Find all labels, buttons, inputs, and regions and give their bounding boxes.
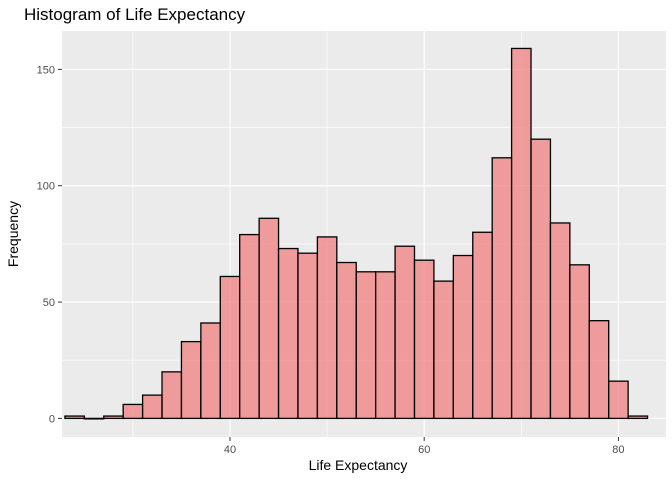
histogram-bar [588, 320, 610, 420]
y-tick-label: 50 [43, 297, 55, 309]
histogram-bar [180, 340, 202, 420]
histogram-bar [161, 371, 183, 420]
histogram-bar [239, 233, 260, 420]
histogram-bar [122, 403, 144, 420]
x-tick-label: 80 [612, 444, 624, 456]
histogram-bar [569, 264, 590, 420]
histogram-bar [530, 138, 552, 420]
y-tick-label: 100 [37, 181, 55, 193]
x-tick-label: 60 [418, 444, 430, 456]
histogram-bar [627, 415, 649, 420]
histogram-bar [297, 252, 319, 420]
histogram-bar [394, 245, 416, 420]
x-axis-ticks: 40 60 80 [224, 437, 625, 456]
y-axis-ticks: 0 50 100 150 [37, 64, 62, 425]
x-axis-title: Life Expectancy [309, 457, 408, 473]
histogram-bar [608, 380, 629, 420]
histogram-bar [336, 261, 357, 420]
histogram-bar [258, 217, 280, 420]
histogram-bar [277, 247, 299, 420]
histogram-bar [375, 271, 396, 420]
histogram-bar [472, 231, 493, 420]
histogram-bar [103, 415, 124, 420]
x-tick-label: 40 [224, 444, 236, 456]
histogram-bar [433, 280, 454, 420]
histogram-bar [141, 394, 163, 420]
histogram-bar [219, 275, 241, 420]
histogram-bar [452, 254, 474, 420]
y-tick-label: 0 [49, 413, 55, 425]
y-tick-label: 150 [37, 64, 55, 76]
y-axis-title: Frequency [5, 201, 21, 267]
bars [64, 47, 649, 420]
histogram-bar [64, 415, 85, 420]
histogram-bar [83, 417, 105, 420]
histogram-bar [200, 322, 221, 420]
histogram-bar [491, 157, 513, 420]
histogram-bar [510, 47, 532, 420]
histogram-bar [316, 236, 338, 420]
histogram-bar [549, 222, 571, 420]
chart-title: Histogram of Life Expectancy [24, 5, 246, 24]
histogram-bar [355, 271, 377, 420]
histogram-bar [413, 259, 435, 420]
